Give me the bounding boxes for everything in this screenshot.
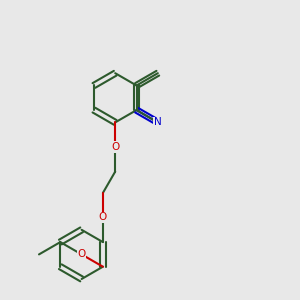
Text: N: N bbox=[154, 117, 162, 128]
Text: O: O bbox=[111, 142, 119, 152]
Text: O: O bbox=[77, 249, 86, 260]
Text: O: O bbox=[99, 212, 107, 223]
